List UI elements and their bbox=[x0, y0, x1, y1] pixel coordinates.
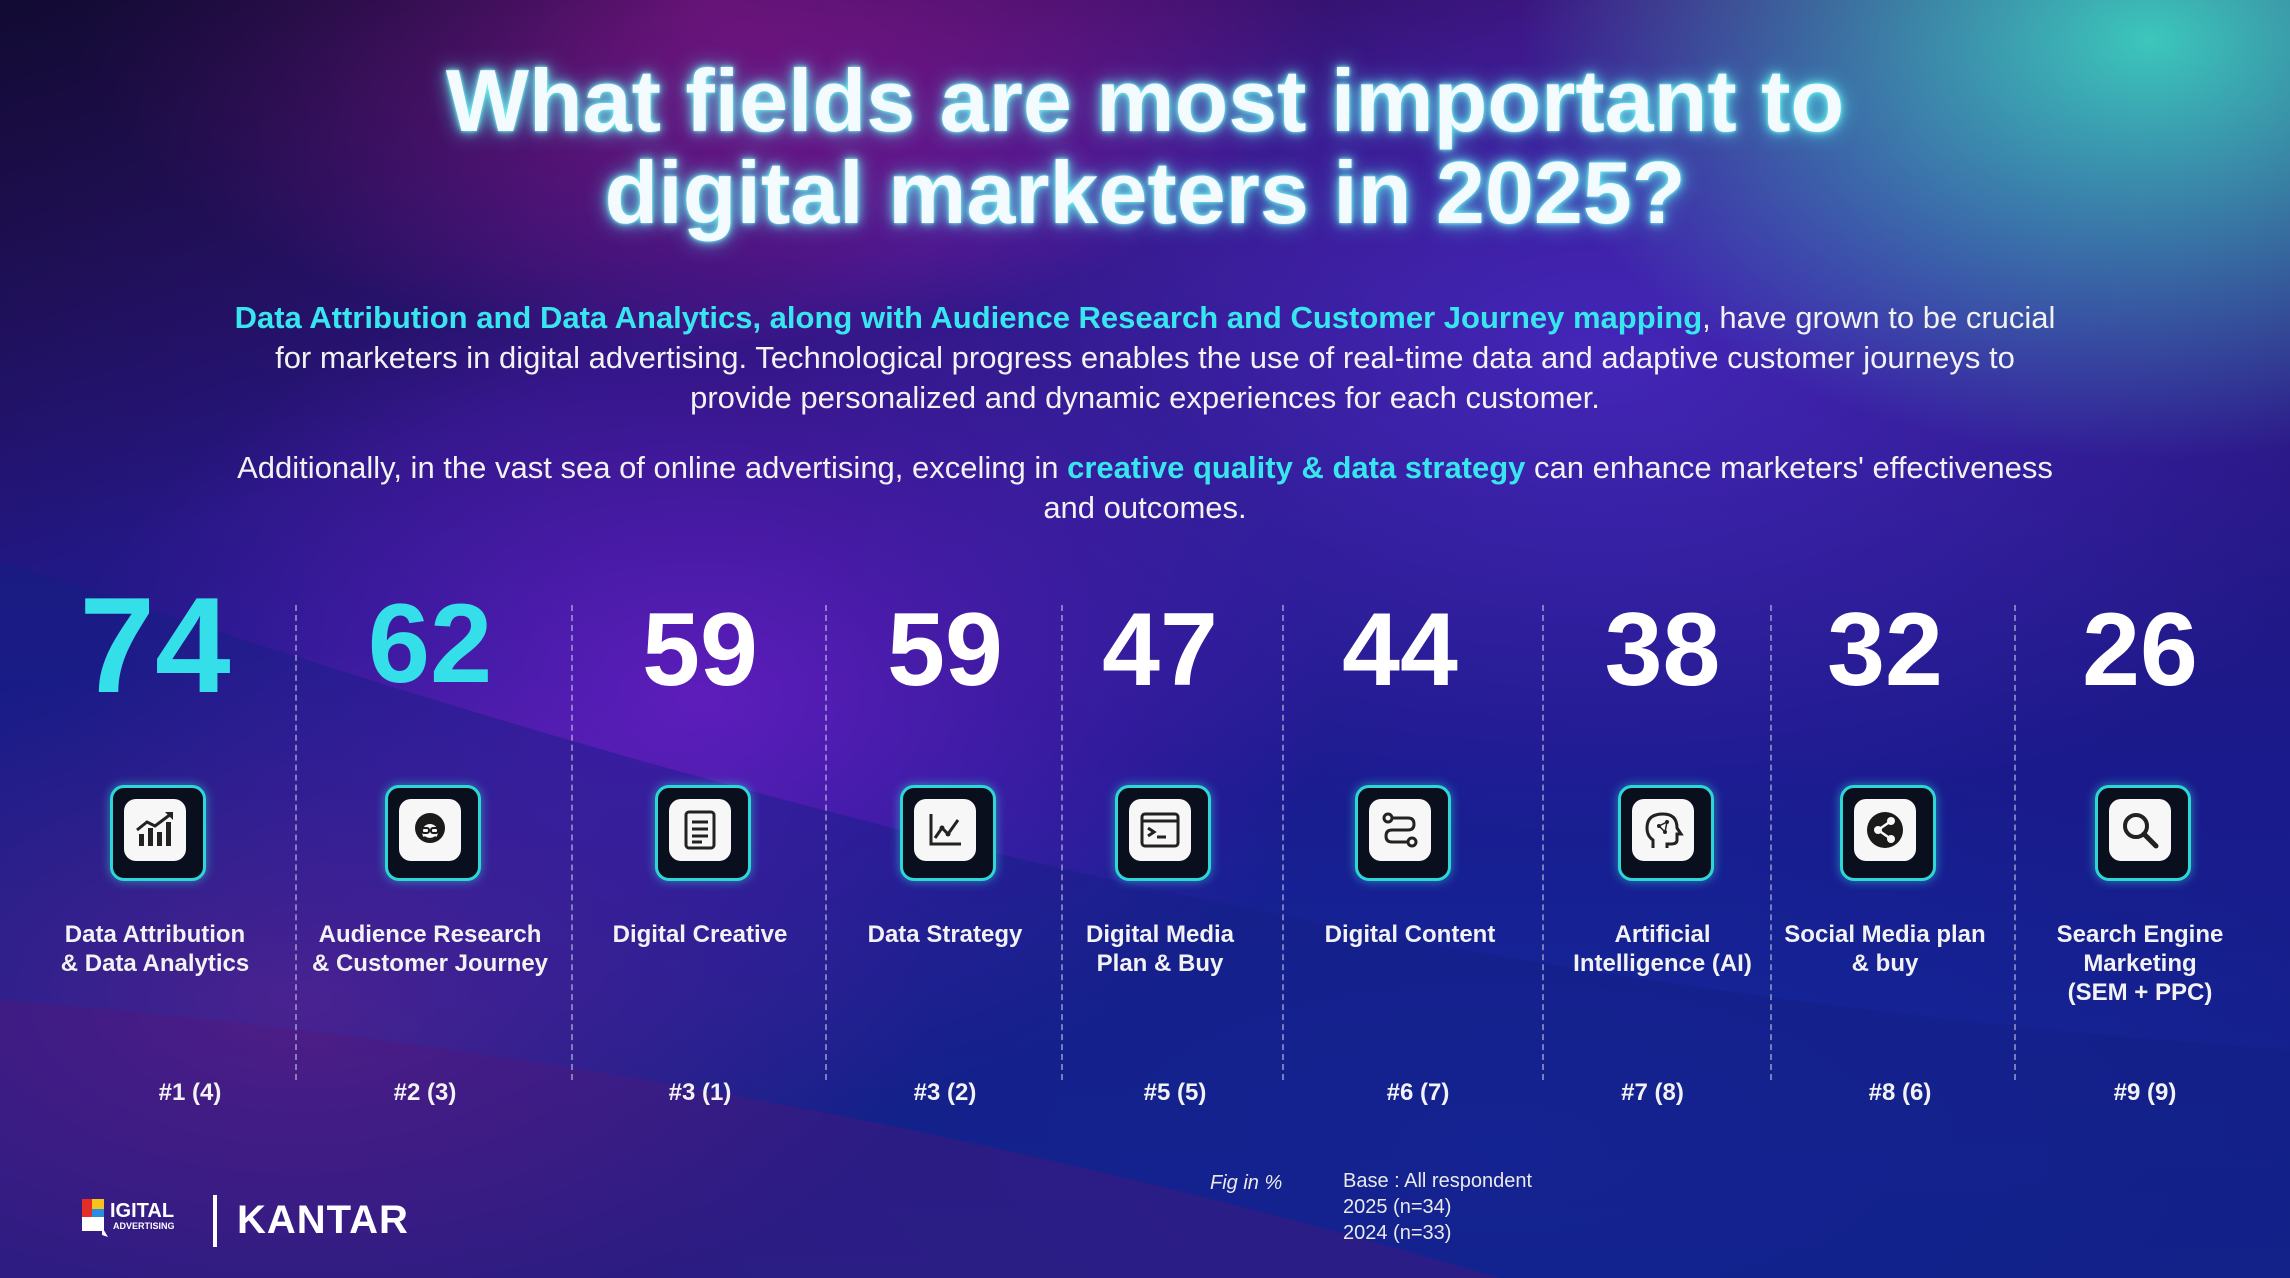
logo-da-subtext: ADVERTISING bbox=[113, 1221, 175, 1231]
field-column-ai: 38 Artificial Intelligence (AI) #7 (8) bbox=[1570, 575, 1755, 1115]
intro-highlight: Data Attribution and Data Analytics, alo… bbox=[234, 300, 1703, 335]
field-label: Digital Creative bbox=[580, 920, 820, 949]
field-column-digital-media: 47 Digital Media Plan & Buy #5 (5) bbox=[1060, 575, 1260, 1115]
field-label-line: Search Engine bbox=[2056, 921, 2224, 948]
field-rank: #3 (2) bbox=[913, 1079, 977, 1106]
figure-unit-note: Fig in % bbox=[1210, 1172, 1283, 1194]
field-icon-frame bbox=[655, 785, 751, 881]
field-rank: #2 (3) bbox=[393, 1079, 457, 1106]
field-label-line: Intelligence (AI) bbox=[1573, 950, 1752, 977]
field-column-data-attribution: 74 Data Attribution & Data Analytics #1 … bbox=[55, 575, 255, 1115]
kantar-logo: KANTAR bbox=[237, 1198, 409, 1242]
column-divider bbox=[1542, 605, 1544, 1080]
field-label: Digital Media Plan & Buy bbox=[1040, 920, 1280, 978]
base-line: Base : All respondent bbox=[1343, 1170, 1533, 1192]
field-score: 38 bbox=[1604, 592, 1721, 708]
digital-advertising-logo-mark bbox=[82, 1199, 108, 1237]
column-divider bbox=[1061, 605, 1063, 1080]
field-column-search-engine: 26 Search Engine Marketing (SEM + PPC) #… bbox=[2040, 575, 2240, 1115]
digital-advertising-logo: IGITAL ADVERTISING bbox=[80, 1195, 190, 1245]
browser-window-icon bbox=[1140, 812, 1180, 848]
base-line: 2025 (n=34) bbox=[1343, 1196, 1452, 1218]
base-note: Base : All respondent 2025 (n=34) 2024 (… bbox=[1343, 1168, 1532, 1246]
bar-chart-growth-icon bbox=[136, 812, 173, 846]
field-label-line: Data Attribution bbox=[64, 921, 246, 948]
ai-brain-head-icon bbox=[1644, 812, 1684, 848]
page-title: What fields are most important to digita… bbox=[0, 55, 2290, 239]
additional-text-after: can enhance marketers' effectiveness and… bbox=[1043, 450, 2053, 525]
field-rank: #6 (7) bbox=[1386, 1079, 1450, 1106]
field-label-line: Digital Content bbox=[1324, 921, 1496, 948]
logo-da-text: IGITAL bbox=[110, 1200, 175, 1222]
field-label: Digital Content bbox=[1300, 920, 1520, 949]
field-label-line: Plan & Buy bbox=[1096, 950, 1224, 977]
additional-highlight: creative quality & data strategy bbox=[1067, 450, 1526, 485]
field-score: 74 bbox=[79, 569, 231, 721]
field-label-line: & Data Analytics bbox=[60, 950, 250, 977]
title-line-1: What fields are most important to bbox=[445, 51, 1845, 150]
field-score: 26 bbox=[2082, 592, 2198, 708]
field-label-line: Data Strategy bbox=[867, 921, 1023, 948]
field-column-digital-creative: 59 Digital Creative #3 (1) bbox=[600, 575, 800, 1115]
field-label: Data Strategy bbox=[825, 920, 1065, 949]
field-icon-frame bbox=[385, 785, 481, 881]
title-line-2: digital marketers in 2025? bbox=[604, 143, 1686, 242]
field-label-line: Marketing bbox=[2083, 950, 2197, 977]
line-chart-icon bbox=[929, 814, 961, 846]
field-column-social-media: 32 Social Media plan & buy #8 (6) bbox=[1784, 575, 1985, 1115]
additional-paragraph: Additionally, in the vast sea of online … bbox=[220, 448, 2070, 528]
field-label-line: Digital Creative bbox=[612, 921, 788, 948]
column-divider bbox=[1282, 605, 1284, 1080]
field-column-digital-content: 44 Digital Content #6 (7) bbox=[1310, 575, 1496, 1115]
field-label-line: Digital Media bbox=[1085, 921, 1235, 948]
field-label-line: Social Media plan bbox=[1784, 921, 1986, 948]
field-label-line: Artificial bbox=[1614, 921, 1711, 948]
column-divider bbox=[295, 605, 297, 1080]
field-icon-frame bbox=[1617, 785, 1714, 881]
field-icon-frame bbox=[110, 785, 206, 881]
document-icon bbox=[684, 810, 716, 850]
field-label: Artificial Intelligence (AI) bbox=[1550, 920, 1775, 978]
path-route-icon bbox=[1382, 812, 1418, 848]
field-column-audience-research: 62 Audience Research & Customer Journey … bbox=[312, 575, 548, 1115]
share-icon bbox=[1867, 812, 1903, 848]
field-label-line: (SEM + PPC) bbox=[2067, 979, 2213, 1006]
field-rank: #1 (4) bbox=[158, 1079, 222, 1106]
field-icon-frame bbox=[900, 785, 996, 881]
column-divider bbox=[1770, 605, 1772, 1080]
logo-divider bbox=[213, 1195, 217, 1247]
field-rank: #3 (1) bbox=[668, 1079, 732, 1106]
field-score: 47 bbox=[1102, 592, 1218, 708]
audience-person-icon bbox=[415, 813, 445, 843]
magnifier-icon bbox=[2123, 813, 2159, 849]
field-rank: #8 (6) bbox=[1868, 1079, 1932, 1106]
field-label-line: & buy bbox=[1851, 950, 1919, 977]
field-label-line: Audience Research bbox=[318, 921, 542, 948]
field-score: 44 bbox=[1342, 592, 1458, 708]
field-label: Search Engine Marketing (SEM + PPC) bbox=[2020, 920, 2260, 1007]
column-divider bbox=[825, 605, 827, 1080]
field-score: 62 bbox=[367, 581, 493, 706]
field-label-line: & Customer Journey bbox=[311, 950, 549, 977]
field-rank: #7 (8) bbox=[1621, 1079, 1684, 1106]
field-label: Social Media plan & buy bbox=[1765, 920, 2005, 978]
field-score: 59 bbox=[642, 592, 758, 708]
field-label: Data Attribution & Data Analytics bbox=[35, 920, 275, 978]
intro-paragraph: Data Attribution and Data Analytics, alo… bbox=[220, 298, 2070, 418]
additional-text-before: Additionally, in the vast sea of online … bbox=[237, 450, 1068, 485]
field-icon-frame bbox=[1355, 785, 1451, 881]
field-score: 32 bbox=[1827, 592, 1943, 708]
field-icon-frame bbox=[2095, 785, 2191, 881]
field-label: Audience Research & Customer Journey bbox=[310, 920, 550, 978]
field-icon-frame bbox=[1840, 785, 1936, 881]
field-score: 59 bbox=[887, 592, 1003, 708]
field-rank: #9 (9) bbox=[2113, 1079, 2177, 1106]
column-divider bbox=[571, 605, 573, 1080]
column-divider bbox=[2014, 605, 2016, 1080]
base-line: 2024 (n=33) bbox=[1343, 1222, 1452, 1244]
field-icon-frame bbox=[1115, 785, 1211, 881]
intro-text: , have grown to be crucial for marketers… bbox=[275, 300, 2056, 415]
field-rank: #5 (5) bbox=[1143, 1079, 1207, 1106]
field-column-data-strategy: 59 Data Strategy #3 (2) bbox=[845, 575, 1045, 1115]
